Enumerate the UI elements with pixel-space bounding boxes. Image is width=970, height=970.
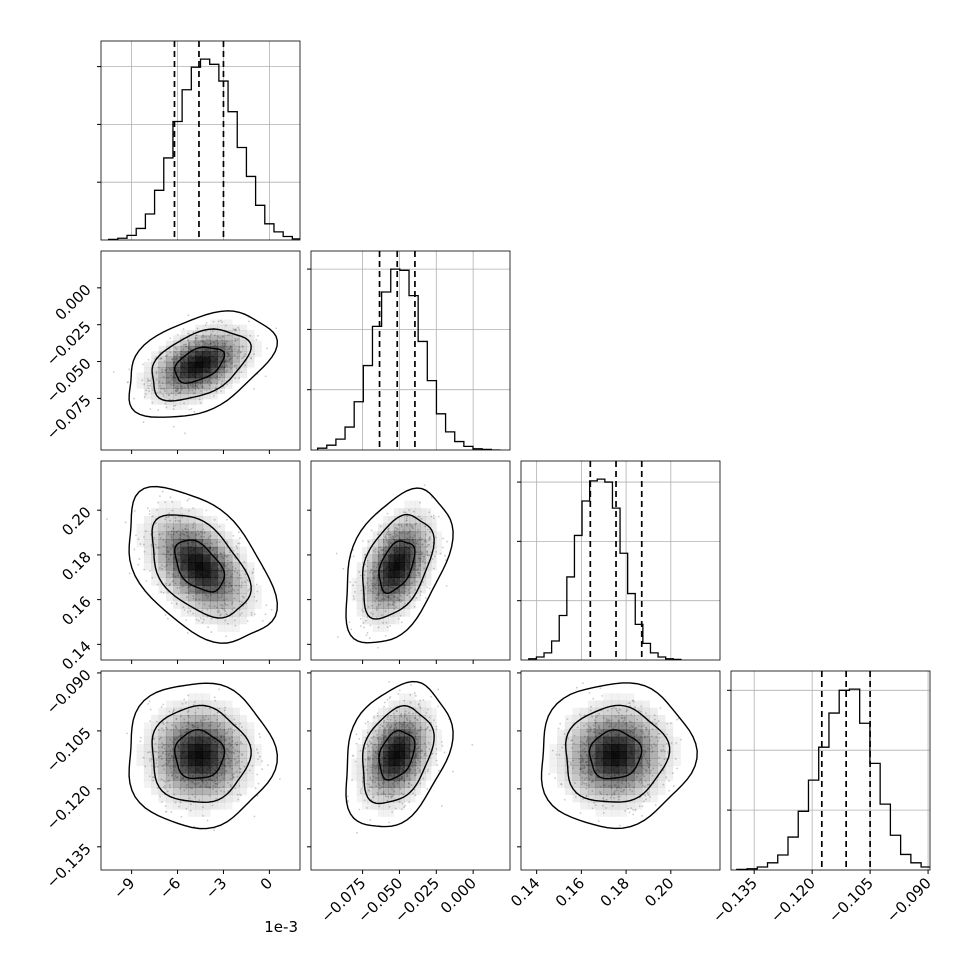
y-tick-label: −0.120	[43, 782, 95, 834]
y-tick-label: −0.090	[43, 666, 95, 718]
panel-frame	[100, 460, 301, 661]
histogram-panel-0	[97, 40, 301, 241]
x-tick-label: 0.18	[597, 874, 633, 910]
scatter-panel-1-2	[307, 460, 511, 664]
panel-frame	[100, 40, 301, 241]
y-tick-label: 0.16	[58, 593, 94, 629]
histogram-series	[736, 688, 930, 870]
histogram-panel-2	[517, 460, 721, 661]
panel-background	[101, 41, 300, 240]
x-tick-label: 0.14	[507, 874, 543, 910]
histogram-series	[528, 478, 682, 660]
scatter-panel-1-3	[307, 670, 511, 874]
panel-frame	[520, 670, 721, 871]
x-tick-label: 0	[257, 874, 276, 893]
histogram-series	[316, 268, 501, 450]
x-tick-label: −0.120	[767, 874, 819, 926]
panel-frame	[100, 670, 301, 871]
panel-background	[731, 671, 930, 870]
panel-frame	[310, 250, 511, 451]
panel-background	[521, 461, 720, 660]
contour-line	[173, 728, 226, 780]
y-tick-label: −0.135	[43, 840, 95, 892]
panel-frame	[310, 670, 511, 871]
contour-line	[588, 729, 643, 780]
contour-line	[345, 680, 454, 828]
y-tick-label: 0.000	[52, 281, 95, 324]
scatter-panel-0-2	[97, 460, 301, 664]
scatter-panel-0-1	[97, 250, 301, 454]
contour-line	[378, 540, 416, 595]
scatter-panel-2-3	[517, 670, 721, 874]
x-tick-label: −9	[110, 874, 138, 902]
x-tick-label: −0.105	[825, 874, 877, 926]
x-tick-label: 0.20	[641, 874, 677, 910]
density-blocks	[136, 500, 262, 633]
x-tick-label: −6	[156, 874, 184, 902]
density-blocks	[136, 319, 262, 411]
x-tick-label: −0.090	[883, 874, 935, 926]
contour-line	[362, 704, 435, 805]
x-tick-label: 0.16	[552, 874, 588, 910]
panel-background	[311, 251, 510, 450]
contour-line	[151, 328, 252, 402]
contour-line	[151, 514, 252, 619]
contour-line	[173, 539, 226, 593]
histogram-panel-3	[727, 670, 931, 871]
y-tick-label: 0.18	[58, 548, 94, 584]
panel-frame	[520, 460, 721, 661]
contour-line	[128, 485, 279, 644]
panel-frame	[310, 460, 511, 661]
contour-line	[564, 704, 671, 803]
contour-line	[151, 704, 252, 804]
contour-line	[378, 729, 416, 781]
contour-line	[128, 310, 279, 418]
scatter-panel-0-3	[97, 670, 301, 874]
panel-frame	[100, 250, 301, 451]
x-tick-label: −3	[202, 874, 230, 902]
density-blocks	[351, 693, 443, 817]
contour-line	[540, 682, 698, 830]
density-blocks	[136, 693, 262, 817]
panel-background	[311, 671, 510, 870]
y-tick-label: 0.20	[58, 503, 94, 539]
y-tick-label: −0.105	[43, 724, 95, 776]
panel-frame	[730, 670, 931, 871]
x-tick-label: −0.135	[709, 874, 761, 926]
contour-line	[362, 513, 435, 620]
x-offset-label: 1e-3	[264, 918, 298, 936]
contour-line	[173, 346, 226, 384]
y-tick-label: 0.14	[58, 637, 94, 673]
contour-line	[128, 682, 279, 830]
histogram-panel-1	[307, 250, 511, 451]
x-tick-label: 0.000	[437, 874, 480, 917]
histogram-series	[108, 58, 300, 240]
contour-line	[345, 487, 454, 644]
